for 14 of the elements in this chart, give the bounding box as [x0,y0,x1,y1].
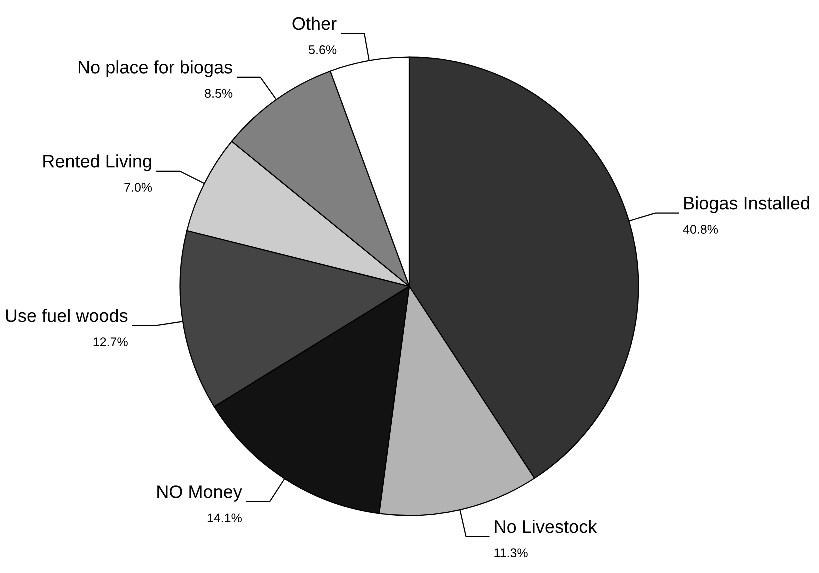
data-label: 40.8% [683,225,718,234]
slice-label: No Livestock [495,520,598,534]
slice-label: Biogas Installed [684,196,810,214]
slice-label: Other [292,16,337,30]
slice-label: Rented Living [44,154,152,172]
data-label: 11.3% [494,548,528,558]
data-label: 8.5% [205,89,233,98]
data-label: 7.0% [124,183,152,192]
slice-label: No place for biogas [78,60,232,78]
data-label: 12.7% [94,338,128,346]
data-label: 5.6% [309,46,337,54]
slice-label: Use fuel woods [6,309,128,322]
slice-label: NO Money [158,486,242,502]
data-label: 14.1% [208,514,242,523]
